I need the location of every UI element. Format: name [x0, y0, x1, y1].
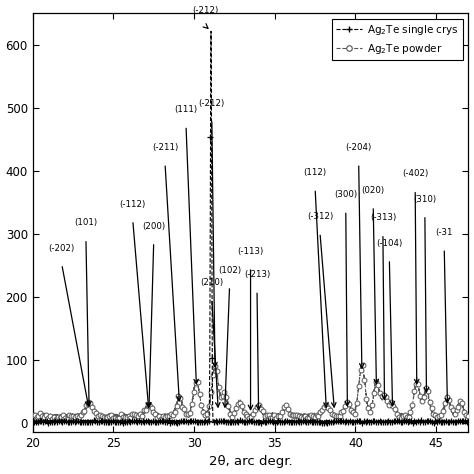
Text: (300): (300): [334, 190, 357, 199]
X-axis label: 2θ, arc degr.: 2θ, arc degr.: [209, 456, 292, 468]
Text: (-212): (-212): [192, 6, 219, 15]
Text: (-112): (-112): [119, 200, 146, 209]
Text: (-104): (-104): [376, 238, 402, 247]
Text: (-212): (-212): [199, 99, 225, 108]
Text: (200): (200): [142, 222, 165, 231]
Text: (-402): (-402): [402, 169, 428, 178]
Text: (310): (310): [413, 194, 437, 203]
Text: (-312): (-312): [307, 212, 333, 221]
Text: (101): (101): [74, 219, 98, 228]
Text: (-113): (-113): [237, 247, 264, 256]
Text: (-202): (-202): [49, 244, 75, 253]
Text: (111): (111): [174, 105, 198, 114]
Text: (-213): (-213): [244, 270, 270, 279]
Text: (-211): (-211): [152, 143, 178, 152]
Text: (020): (020): [362, 186, 385, 195]
Text: (210): (210): [200, 278, 223, 287]
Text: (-204): (-204): [346, 143, 372, 152]
Text: (102): (102): [218, 265, 241, 274]
Text: (112): (112): [303, 168, 327, 177]
Text: (-313): (-313): [370, 213, 396, 222]
Legend: Ag$_2$Te single crys, Ag$_2$Te powder: Ag$_2$Te single crys, Ag$_2$Te powder: [332, 18, 463, 60]
Text: (-31: (-31: [436, 228, 453, 237]
